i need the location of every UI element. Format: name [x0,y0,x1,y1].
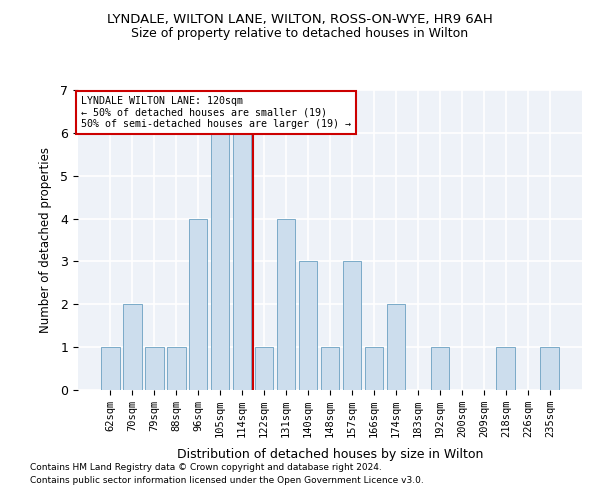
Text: Contains HM Land Registry data © Crown copyright and database right 2024.: Contains HM Land Registry data © Crown c… [30,464,382,472]
Bar [277,218,295,390]
Bar [145,347,164,390]
Bar [365,347,383,390]
Bar [299,262,317,390]
Bar [431,347,449,390]
Bar [233,133,251,390]
Bar [123,304,142,390]
Text: LYNDALE WILTON LANE: 120sqm
← 50% of detached houses are smaller (19)
50% of sem: LYNDALE WILTON LANE: 120sqm ← 50% of det… [80,96,350,129]
Bar [343,262,361,390]
Text: Contains public sector information licensed under the Open Government Licence v3: Contains public sector information licen… [30,476,424,485]
X-axis label: Distribution of detached houses by size in Wilton: Distribution of detached houses by size … [177,448,483,462]
Bar [167,347,185,390]
Bar [386,304,405,390]
Bar [211,133,229,390]
Bar [541,347,559,390]
Bar [101,347,119,390]
Bar [189,218,208,390]
Text: Size of property relative to detached houses in Wilton: Size of property relative to detached ho… [131,28,469,40]
Bar [320,347,340,390]
Text: LYNDALE, WILTON LANE, WILTON, ROSS-ON-WYE, HR9 6AH: LYNDALE, WILTON LANE, WILTON, ROSS-ON-WY… [107,12,493,26]
Y-axis label: Number of detached properties: Number of detached properties [39,147,52,333]
Bar [496,347,515,390]
Bar [255,347,274,390]
